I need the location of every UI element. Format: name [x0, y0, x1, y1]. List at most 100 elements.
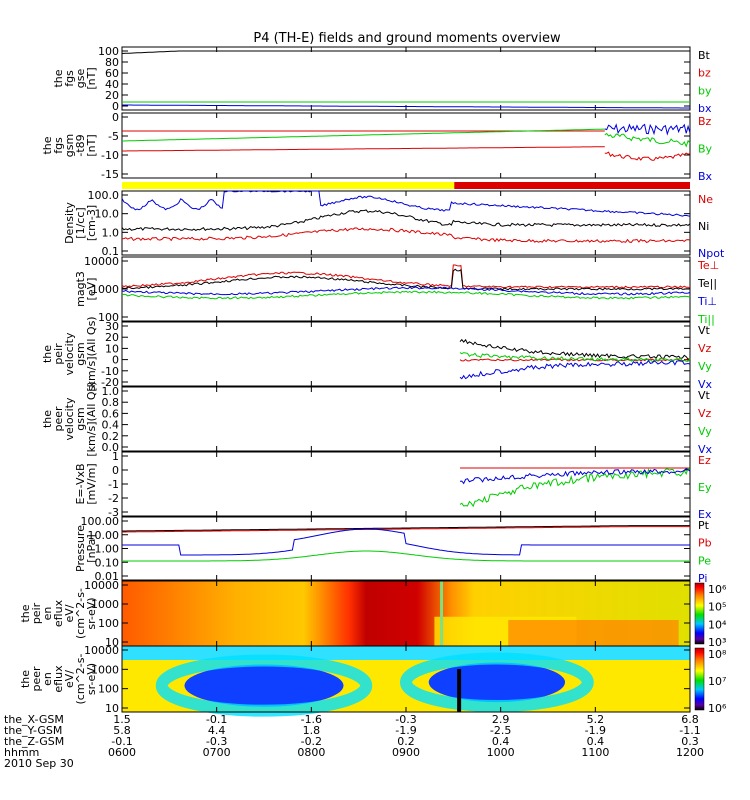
line-Teperp	[121, 264, 691, 289]
x-tick-label: 0.2	[397, 735, 415, 748]
y-axis-label: eflux	[52, 599, 65, 627]
y-tick-label: 100	[98, 617, 119, 630]
y-axis-label: Pressure	[74, 525, 87, 572]
line-Tiperp	[121, 286, 691, 296]
y-axis-label: gsm	[74, 342, 87, 365]
spectrogram-peer-blob1	[184, 664, 344, 707]
legend-blue: Npot	[698, 247, 725, 260]
panel-frame	[121, 46, 691, 111]
panel-frame	[121, 451, 691, 517]
line-Tipar	[121, 290, 691, 300]
colorbar	[694, 582, 705, 645]
y-tick-label: 60	[105, 67, 119, 80]
y-axis-label: gsm	[63, 134, 76, 157]
panel-density: 100.0 10.0 1.0 0.1 Density[1/cc][cm-3] Ne Ni Np…	[63, 189, 725, 260]
y-axis-label: fgs	[52, 137, 65, 154]
y-tick-label: 1.00	[95, 543, 120, 556]
y-tick-label: -1	[108, 478, 119, 491]
legend-red: Ez	[698, 454, 711, 467]
y-tick-label: -10	[101, 365, 119, 378]
y-axis-label: peir	[52, 343, 65, 365]
colorbar-label: 10⁷	[708, 675, 726, 688]
legend-black: Pt	[698, 519, 710, 532]
x-tick-label: -1.9	[585, 724, 606, 737]
y-axis-label: sr-eV)	[85, 597, 98, 629]
y-axis-label: [cm-3]	[85, 205, 98, 241]
y-axis-label: velocity	[63, 332, 76, 375]
panel-peir-eflux: 10⁶ 10⁵ 10⁴ 10³ 10000 1000 100 10 thepeireneflux…	[19, 579, 727, 649]
panel-frame	[121, 190, 691, 256]
x-row-label: the_X-GSM	[4, 713, 64, 726]
spectrogram-peer-ring2	[400, 652, 594, 713]
y-tick-label: 20	[105, 331, 119, 344]
y-tick-label: 40	[105, 78, 119, 91]
legend-green: Ey	[698, 481, 712, 494]
y-tick-label: 10.0	[95, 208, 120, 221]
y-tick-label: 1000	[91, 663, 119, 676]
legend-black: Bt	[698, 49, 711, 62]
spectrogram-peer-blob2	[428, 662, 566, 703]
x-tick-label: 1.5	[113, 713, 131, 726]
y-tick-label: 20	[105, 89, 119, 102]
x-tick-label: 0900	[392, 746, 420, 759]
line-By-noisy	[604, 132, 691, 148]
y-axis-label: [nPa]	[85, 534, 98, 562]
status-bar-yellow	[122, 182, 455, 189]
y-axis-label: peir	[30, 602, 43, 624]
x-tick-label: -1.1	[679, 724, 700, 737]
y-axis-label: peer	[52, 406, 65, 432]
y-tick-label: 10	[105, 636, 119, 649]
spectrogram-peer-gap	[457, 669, 462, 712]
legend-blue: Ex	[698, 508, 712, 521]
y-tick-label: 10	[105, 342, 119, 355]
legend-red: Bz	[698, 115, 712, 128]
legend-blue: Pi	[698, 572, 707, 585]
x-tick-label: -0.1	[111, 735, 132, 748]
panel-peer-eflux: 10⁸ 10⁷ 10⁶ 10000 1000 100 10 thepeerenefluxeV/…	[19, 644, 727, 717]
x-tick-label: 4.4	[208, 724, 226, 737]
y-tick-label: 100	[98, 45, 119, 58]
y-tick-label: -5	[108, 130, 119, 143]
legend-black: Ni	[698, 220, 709, 233]
line-Pt	[122, 525, 690, 532]
y-axis-label: [nT]	[85, 67, 98, 89]
line-Tepar	[121, 268, 691, 291]
y-tick-label: 1000	[91, 283, 119, 296]
x-tick-label: 0.4	[587, 735, 605, 748]
x-tick-label: 0600	[108, 746, 136, 759]
legend-blue: bx	[698, 102, 712, 115]
x-tick-label: -1.9	[395, 724, 416, 737]
x-tick-label: -0.3	[395, 713, 416, 726]
colorbar-label: 10³	[708, 636, 726, 649]
y-tick-label: 0	[112, 100, 119, 113]
y-axis-label: [1/cc]	[74, 207, 87, 238]
status-bar-red	[454, 182, 690, 189]
legend-green: By	[698, 143, 713, 156]
legend-black: Vt	[698, 324, 711, 337]
y-tick-label: 0.8	[102, 396, 120, 409]
y-tick-label: 0	[112, 111, 119, 124]
y-axis-label: (cm^2-s-	[74, 654, 87, 705]
y-tick-label: 10000	[84, 579, 119, 592]
line-By	[122, 128, 605, 142]
y-axis-label: the	[41, 345, 54, 363]
y-tick-label: 0	[112, 464, 119, 477]
y-tick-label: 0.0	[102, 441, 120, 454]
y-axis-label: the	[19, 670, 32, 688]
y-axis-label: the	[19, 604, 32, 622]
y-axis-label: the	[52, 69, 65, 87]
y-axis-label: en	[41, 607, 54, 621]
y-axis-label: magt3	[74, 271, 87, 307]
line-Vy	[459, 352, 691, 363]
y-tick-label: 0.2	[102, 430, 120, 443]
x-tick-label: 0.4	[492, 735, 510, 748]
x-tick-label: -1.6	[301, 713, 322, 726]
y-tick-label: -3	[108, 506, 119, 519]
x-tick-label: -0.1	[206, 713, 227, 726]
y-axis-label: [km/s](All Qs)	[85, 381, 98, 456]
x-tick-label: -0.3	[206, 735, 227, 748]
y-axis-label: gse	[74, 69, 87, 89]
line-Ni	[121, 209, 691, 231]
colorbar-label: 10⁶	[708, 583, 727, 596]
